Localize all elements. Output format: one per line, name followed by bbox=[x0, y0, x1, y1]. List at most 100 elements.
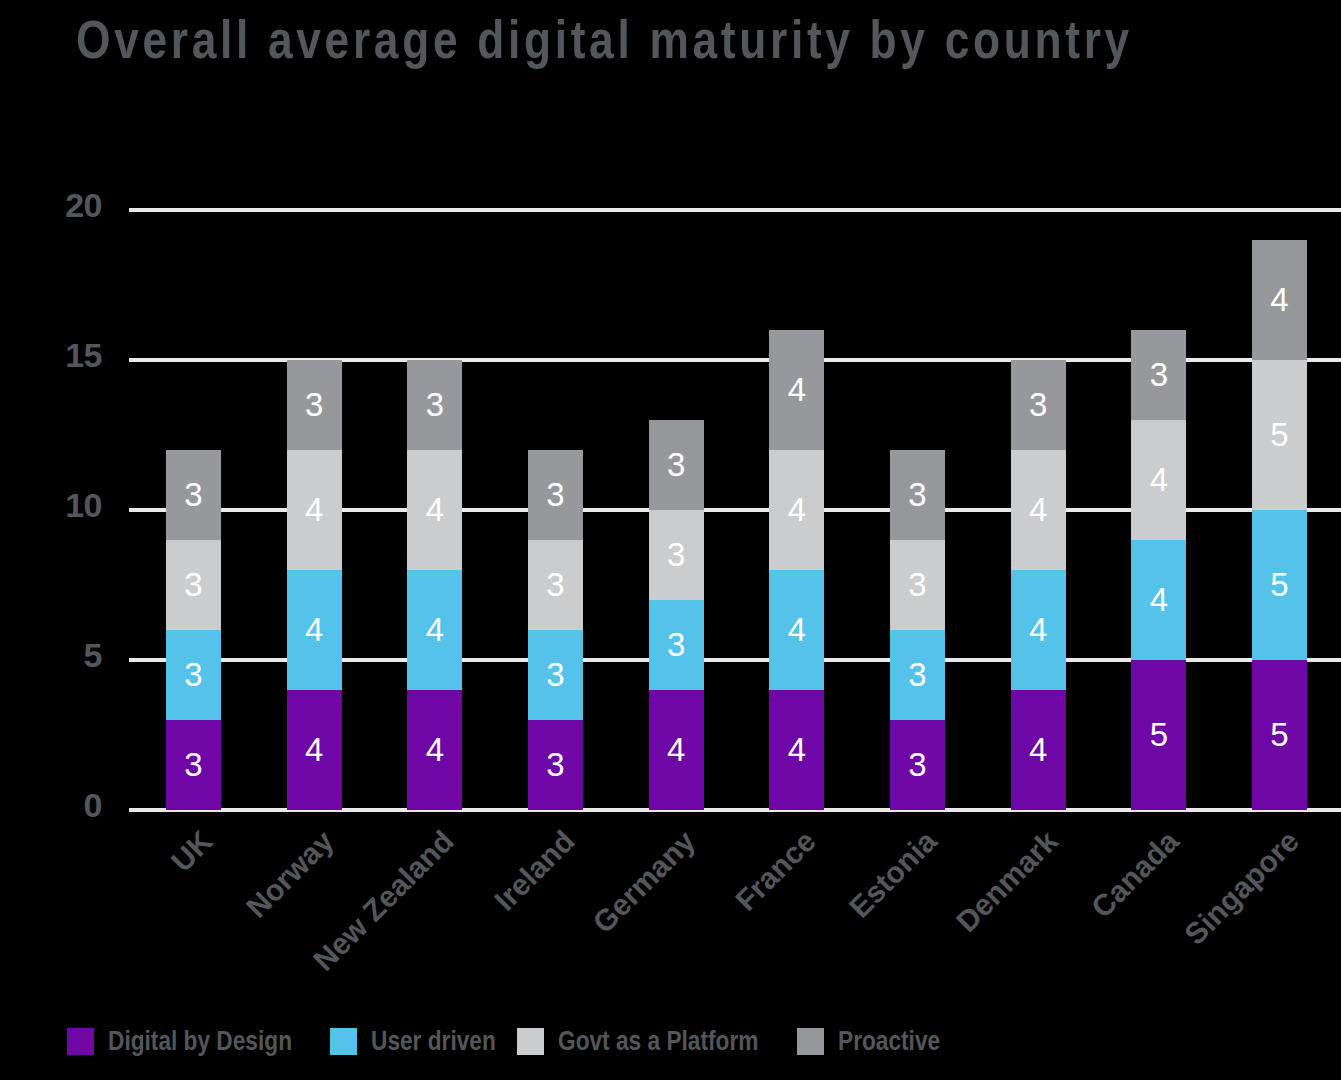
bar-segment: 4 bbox=[649, 690, 704, 810]
bar-germany: 4 3 3 3 bbox=[649, 0, 704, 810]
bar-segment: 3 bbox=[528, 630, 583, 720]
legend-label: Govt as a Platform bbox=[558, 1026, 758, 1057]
x-tick-label-estonia: Estonia bbox=[843, 824, 944, 925]
segment-value: 3 bbox=[546, 656, 564, 694]
segment-value: 3 bbox=[1150, 356, 1168, 394]
bar-segment: 3 bbox=[649, 600, 704, 690]
segment-value: 3 bbox=[426, 386, 444, 424]
bar-segment: 3 bbox=[287, 360, 342, 450]
bar-canada: 5 4 4 3 bbox=[1131, 0, 1186, 810]
segment-value: 3 bbox=[667, 536, 685, 574]
bar-segment: 3 bbox=[166, 630, 221, 720]
segment-value: 4 bbox=[788, 611, 806, 649]
chart: Overall average digital maturity by coun… bbox=[0, 0, 1341, 1080]
bar-segment: 4 bbox=[769, 690, 824, 810]
bar-france: 4 4 4 4 bbox=[769, 0, 824, 810]
bar-segment: 4 bbox=[287, 690, 342, 810]
bar-ireland: 3 3 3 3 bbox=[528, 0, 583, 810]
x-tick-label-denmark: Denmark bbox=[949, 824, 1064, 939]
bar-segment: 5 bbox=[1252, 510, 1307, 660]
legend-item-proactive: Proactive bbox=[797, 1026, 960, 1056]
segment-value: 4 bbox=[788, 731, 806, 769]
bar-segment: 3 bbox=[407, 360, 462, 450]
segment-value: 5 bbox=[1270, 416, 1288, 454]
bar-segment: 4 bbox=[1131, 420, 1186, 540]
segment-value: 3 bbox=[667, 446, 685, 484]
segment-value: 5 bbox=[1270, 716, 1288, 754]
bar-segment: 3 bbox=[528, 450, 583, 540]
segment-value: 4 bbox=[1150, 461, 1168, 499]
bar-segment: 4 bbox=[769, 330, 824, 450]
segment-value: 4 bbox=[788, 371, 806, 409]
bar-segment: 5 bbox=[1131, 660, 1186, 810]
y-tick-label-0: 0 bbox=[0, 785, 102, 825]
chart-title: Overall average digital maturity by coun… bbox=[76, 9, 1133, 69]
segment-value: 4 bbox=[426, 491, 444, 529]
y-tick-label-10: 10 bbox=[0, 485, 102, 525]
x-tick-label-ireland: Ireland bbox=[488, 824, 582, 918]
segment-value: 3 bbox=[184, 746, 202, 784]
segment-value: 3 bbox=[908, 746, 926, 784]
segment-value: 4 bbox=[426, 611, 444, 649]
bar-segment: 4 bbox=[407, 450, 462, 570]
y-tick-label-5: 5 bbox=[0, 635, 102, 675]
segment-value: 4 bbox=[305, 731, 323, 769]
bar-norway: 4443 bbox=[287, 0, 342, 810]
segment-value: 3 bbox=[908, 566, 926, 604]
segment-value: 4 bbox=[1270, 281, 1288, 319]
bar-estonia: 3 3 3 3 bbox=[890, 0, 945, 810]
bar-new-zealand: 4 4 4 3 bbox=[407, 0, 462, 810]
legend-swatch bbox=[330, 1028, 357, 1055]
bar-segment: 4 bbox=[1252, 240, 1307, 360]
legend-swatch bbox=[517, 1028, 544, 1055]
bar-segment: 3 bbox=[1011, 360, 1066, 450]
bar-segment: 3 bbox=[528, 720, 583, 810]
segment-value: 4 bbox=[1029, 731, 1047, 769]
segment-value: 4 bbox=[1029, 611, 1047, 649]
x-tick-label-germany: Germany bbox=[586, 824, 702, 940]
legend-label: Proactive bbox=[838, 1026, 940, 1057]
bar-segment: 3 bbox=[166, 720, 221, 810]
segment-value: 3 bbox=[667, 626, 685, 664]
legend-label: User driven bbox=[371, 1026, 496, 1057]
legend-item-digital-by-design: Digital by Design bbox=[67, 1026, 327, 1056]
legend-swatch bbox=[797, 1028, 824, 1055]
bar-segment: 4 bbox=[287, 450, 342, 570]
segment-value: 3 bbox=[908, 656, 926, 694]
bar-segment: 4 bbox=[1011, 690, 1066, 810]
segment-value: 3 bbox=[184, 566, 202, 604]
x-tick-label-norway: Norway bbox=[240, 824, 341, 925]
x-tick-label-uk: UK bbox=[165, 824, 220, 879]
segment-value: 4 bbox=[305, 611, 323, 649]
segment-value: 3 bbox=[546, 566, 564, 604]
segment-value: 3 bbox=[184, 656, 202, 694]
bar-segment: 5 bbox=[1252, 660, 1307, 810]
x-tick-label-canada: Canada bbox=[1084, 824, 1185, 925]
segment-value: 4 bbox=[1029, 491, 1047, 529]
bar-singapore: 5 5 5 4 bbox=[1252, 0, 1307, 810]
segment-value: 4 bbox=[1150, 581, 1168, 619]
legend-swatch bbox=[67, 1028, 94, 1055]
bar-segment: 5 bbox=[1252, 360, 1307, 510]
legend-item-user-driven: User driven bbox=[330, 1026, 520, 1056]
bar-segment: 4 bbox=[769, 570, 824, 690]
bar-uk: 3 3 3 3 bbox=[166, 0, 221, 810]
bar-segment: 4 bbox=[407, 570, 462, 690]
y-tick-label-20: 20 bbox=[0, 185, 102, 225]
segment-value: 3 bbox=[546, 746, 564, 784]
bar-segment: 4 bbox=[769, 450, 824, 570]
bar-segment: 4 bbox=[1011, 450, 1066, 570]
legend-label: Digital by Design bbox=[108, 1026, 292, 1057]
bar-segment: 4 bbox=[407, 690, 462, 810]
segment-value: 3 bbox=[184, 476, 202, 514]
bar-segment: 3 bbox=[890, 630, 945, 720]
x-tick-label-france: France bbox=[729, 824, 823, 918]
bar-segment: 3 bbox=[890, 720, 945, 810]
bar-segment: 3 bbox=[890, 450, 945, 540]
bar-segment: 4 bbox=[1131, 540, 1186, 660]
x-tick-label-singapore: Singapore bbox=[1178, 824, 1306, 952]
segment-value: 4 bbox=[426, 731, 444, 769]
legend-item-govt-as-a-platform: Govt as a Platform bbox=[517, 1026, 797, 1056]
segment-value: 4 bbox=[667, 731, 685, 769]
segment-value: 3 bbox=[546, 476, 564, 514]
